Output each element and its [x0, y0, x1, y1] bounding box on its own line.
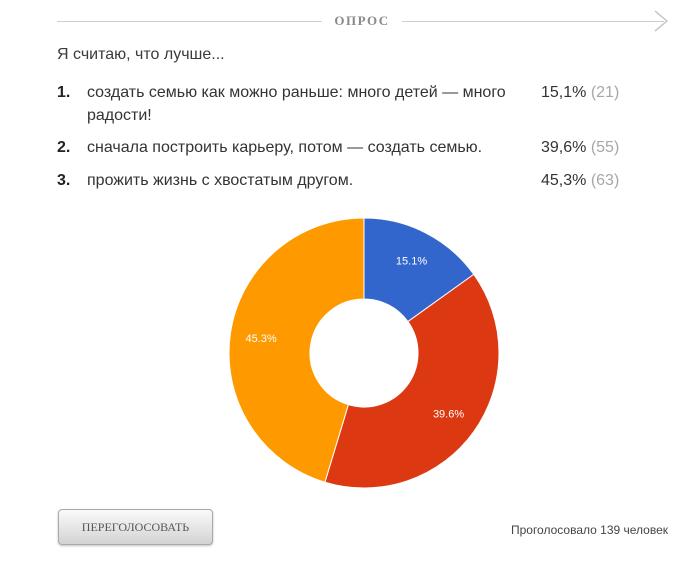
header-divider-left [57, 21, 322, 22]
option-number: 1. [57, 84, 71, 101]
total-votes: Проголосовало 139 человек [510, 523, 668, 537]
poll-header-title: ОПРОС [334, 13, 390, 28]
pie-slice-label-2: 39.6% [433, 409, 464, 421]
option-vote-count: (63) [590, 172, 620, 189]
pie-slice-3 [228, 217, 365, 483]
poll-header: ОПРОС [57, 8, 669, 34]
revote-button[interactable]: ПЕРЕГОЛОСОВАТЬ [58, 509, 213, 545]
header-divider-right [402, 21, 664, 22]
option-text: прожить жизнь с хвостатым другом. [87, 172, 354, 189]
option-percent: 39,6% [541, 139, 587, 156]
pie-slice-1 [363, 217, 475, 323]
pie-slice-2 [324, 273, 500, 489]
option-percent: 15,1% [541, 84, 587, 101]
chevron-right-icon [654, 10, 669, 32]
option-vote-count: (21) [590, 84, 620, 101]
option-number: 3. [57, 172, 71, 189]
option-percent: 45,3% [541, 172, 587, 189]
option-result: 45,3% (63) [541, 169, 619, 192]
option-text: сначала построить карьеру, потом — созда… [87, 139, 483, 156]
option-vote-count: (55) [590, 139, 620, 156]
pie-slice-label-3: 45.3% [246, 333, 277, 345]
pie-slice-label-1: 15.1% [396, 255, 427, 267]
option-result: 15,1% (21) [541, 81, 619, 104]
option-number: 2. [57, 139, 71, 156]
option-text: создать семью как можно раньше: много де… [87, 84, 506, 124]
option-result: 39,6% (55) [541, 136, 619, 159]
poll-question: Я считаю, что лучше... [57, 46, 225, 63]
results-donut-chart: 15.1% 39.6% 45.3% [228, 217, 500, 489]
